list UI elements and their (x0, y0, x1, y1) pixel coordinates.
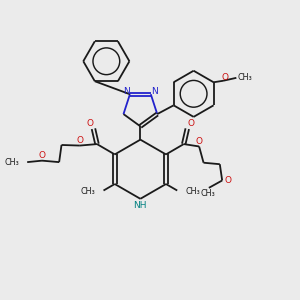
Text: O: O (224, 176, 231, 185)
Text: O: O (187, 119, 194, 128)
Text: NH: NH (134, 201, 147, 210)
Text: CH₃: CH₃ (185, 187, 200, 196)
Text: CH₃: CH₃ (200, 189, 215, 198)
Text: O: O (38, 151, 46, 160)
Text: O: O (196, 136, 202, 146)
Text: N: N (123, 87, 130, 96)
Text: CH₃: CH₃ (80, 187, 95, 196)
Text: O: O (86, 119, 93, 128)
Text: CH₃: CH₃ (237, 73, 252, 82)
Text: O: O (76, 136, 83, 145)
Text: N: N (151, 87, 158, 96)
Text: O: O (222, 73, 229, 82)
Text: CH₃: CH₃ (4, 158, 19, 166)
